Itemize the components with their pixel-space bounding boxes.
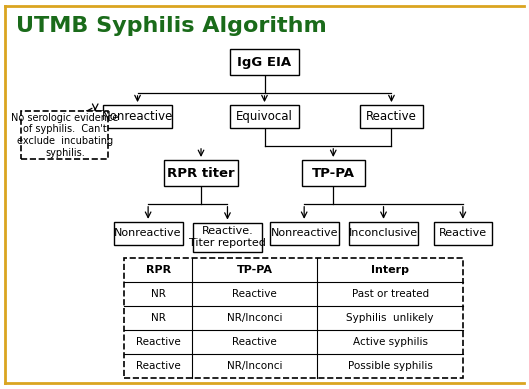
FancyBboxPatch shape [114,222,183,245]
Text: RPR: RPR [145,265,171,275]
Text: Possible syphilis: Possible syphilis [348,361,433,371]
Text: UTMB Syphilis Algorithm: UTMB Syphilis Algorithm [16,16,326,35]
Text: Reactive.
Titer reported: Reactive. Titer reported [189,226,266,248]
Text: TP-PA: TP-PA [236,265,272,275]
FancyBboxPatch shape [103,105,172,128]
Text: Inconclusive: Inconclusive [349,228,418,238]
Text: Reactive: Reactive [136,337,180,347]
Text: Reactive: Reactive [232,337,277,347]
Text: Nonreactive: Nonreactive [102,110,173,123]
FancyBboxPatch shape [124,258,463,378]
FancyBboxPatch shape [360,105,423,128]
Text: RPR titer: RPR titer [167,166,235,180]
Text: Interp: Interp [371,265,409,275]
FancyBboxPatch shape [193,223,262,252]
Text: NR/Inconci: NR/Inconci [227,361,282,371]
FancyBboxPatch shape [349,222,418,245]
Text: Reactive: Reactive [439,228,487,238]
Text: Nonreactive: Nonreactive [114,228,182,238]
FancyBboxPatch shape [21,111,108,159]
FancyBboxPatch shape [434,222,492,245]
Text: NR: NR [151,289,166,299]
FancyBboxPatch shape [302,160,365,186]
FancyBboxPatch shape [270,222,339,245]
Text: NR: NR [151,313,166,323]
Text: IgG EIA: IgG EIA [238,56,291,69]
Text: Active syphilis: Active syphilis [353,337,427,347]
Text: Past or treated: Past or treated [352,289,428,299]
FancyBboxPatch shape [230,49,299,75]
Text: NR/Inconci: NR/Inconci [227,313,282,323]
Text: Nonreactive: Nonreactive [270,228,338,238]
FancyBboxPatch shape [230,105,299,128]
Text: Equivocal: Equivocal [236,110,293,123]
Text: Syphilis  unlikely: Syphilis unlikely [346,313,434,323]
FancyBboxPatch shape [164,160,238,186]
Text: TP-PA: TP-PA [312,166,355,180]
Text: Reactive: Reactive [366,110,417,123]
Text: Reactive: Reactive [232,289,277,299]
Text: No serologic evidence
of syphilis.  Can't
exclude  incubating
syphilis.: No serologic evidence of syphilis. Can't… [11,113,118,158]
Text: Reactive: Reactive [136,361,180,371]
